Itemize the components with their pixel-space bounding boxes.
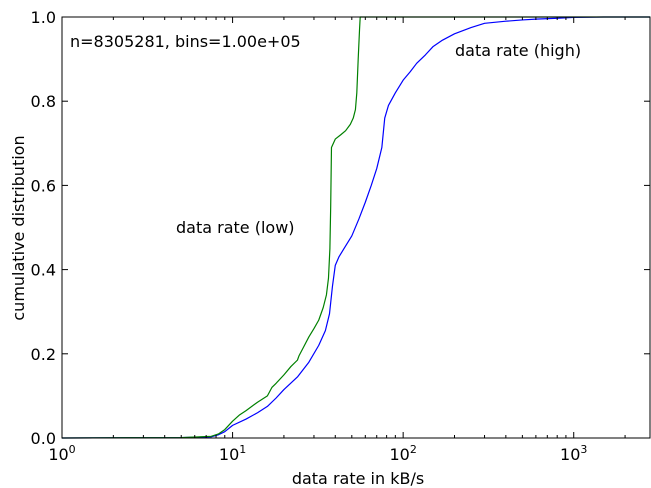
y-tick-label: 1.0 — [31, 8, 56, 27]
y-tick-label: 0.0 — [31, 429, 56, 448]
y-tick-label: 0.6 — [31, 176, 56, 195]
series-label-high: data rate (high) — [455, 41, 581, 60]
y-tick-label: 0.4 — [31, 261, 56, 280]
series-line-high — [61, 16, 650, 439]
tick-layer: 0.0 0.2 0.4 0.6 0.8 1.0 100 101 102 103 — [31, 8, 650, 464]
x-axis-label: data rate in kB/s — [292, 469, 424, 488]
x-tick-label: 100 — [48, 443, 75, 464]
x-tick-label: 103 — [560, 443, 587, 464]
series-label-low: data rate (low) — [176, 218, 295, 237]
series-line-low — [61, 16, 650, 439]
y-axis-label: cumulative distribution — [9, 135, 28, 320]
plot-frame — [61, 16, 651, 439]
series-layer — [61, 16, 650, 439]
x-tick-label: 102 — [389, 443, 416, 464]
x-tick-label: 101 — [219, 443, 246, 464]
y-tick-label: 0.8 — [31, 92, 56, 111]
stats-annotation: n=8305281, bins=1.00e+05 — [70, 32, 301, 51]
y-tick-label: 0.2 — [31, 345, 56, 364]
